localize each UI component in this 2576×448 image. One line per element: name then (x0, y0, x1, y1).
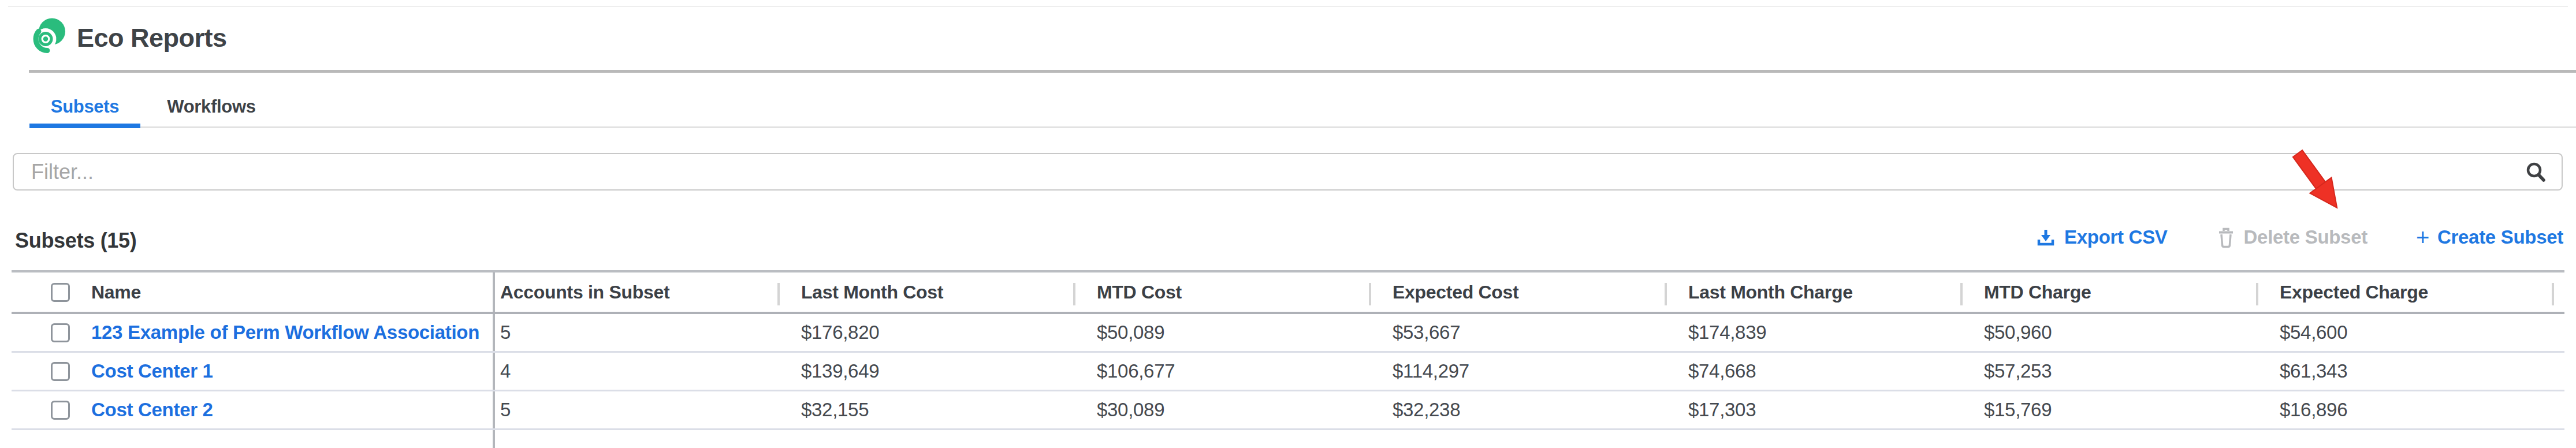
select-all-checkbox-cell (51, 272, 70, 312)
expected-charge-value: $61,343 (2280, 353, 2347, 390)
header-column-tick (1073, 283, 1075, 305)
mtd-charge-value: $15,769 (1984, 391, 2052, 428)
create-subset-button[interactable]: + Create Subset (2416, 226, 2563, 248)
subsets-count-heading: Subsets (15) (15, 229, 136, 253)
header-column-tick (1665, 283, 1667, 305)
filter-input[interactable] (31, 155, 2503, 188)
header-column-tick (1369, 283, 1371, 305)
export-csv-button[interactable]: Export CSV (2035, 226, 2168, 248)
last-month-cost-value: $139,649 (801, 353, 879, 390)
mtd-cost-value: $50,089 (1097, 314, 1164, 351)
expected-cost-value: $114,297 (1393, 353, 1469, 390)
column-header-mtd-charge[interactable]: MTD Charge (1984, 272, 2091, 312)
accounts-in-subset-value: 5 (500, 314, 511, 351)
table-row: 123 Example of Perm Workflow Association… (12, 314, 2564, 353)
accounts-in-subset-value: 4 (500, 353, 511, 390)
accounts-in-subset-value: 5 (500, 391, 511, 428)
row-checkbox[interactable] (51, 401, 70, 420)
expected-charge-value: $54,600 (2280, 314, 2347, 351)
row-checkbox-cell (51, 353, 70, 390)
page-title: Eco Reports (77, 23, 227, 53)
last-month-charge-value: $174,839 (1688, 314, 1766, 351)
download-icon (2035, 227, 2056, 248)
expected-cost-value: $32,238 (1393, 391, 1460, 428)
mtd-charge-value: $50,960 (1984, 314, 2052, 351)
column-header-last-month-cost[interactable]: Last Month Cost (801, 272, 943, 312)
header-column-tick (2552, 283, 2554, 305)
tab-workflows[interactable]: Workflows (140, 85, 282, 128)
tabbar-bottom-line (29, 126, 2576, 128)
header-column-tick (777, 283, 780, 305)
active-tab-underline (29, 124, 140, 128)
create-subset-label: Create Subset (2437, 226, 2563, 248)
table-actions: Export CSV Delete Subset + Create Subset (2035, 226, 2563, 248)
last-month-cost-value: $176,820 (801, 314, 879, 351)
table-header-row: Name Accounts in Subset Last Month Cost … (12, 270, 2564, 314)
plus-icon: + (2416, 228, 2429, 247)
tab-subsets[interactable]: Subsets (29, 85, 140, 128)
table-row: Cost Center 1 4 $139,649 $106,677 $114,2… (12, 353, 2564, 391)
row-checkbox[interactable] (51, 323, 70, 342)
subset-name-link[interactable]: Cost Center 1 (91, 353, 213, 390)
subset-name-link[interactable]: Cost Center 2 (91, 391, 213, 428)
row-checkbox[interactable] (51, 362, 70, 381)
mtd-charge-value: $57,253 (1984, 353, 2052, 390)
top-border-line (8, 6, 2568, 7)
column-header-expected-charge[interactable]: Expected Charge (2280, 272, 2428, 312)
subset-name-link[interactable]: 123 Example of Perm Workflow Association (91, 314, 479, 351)
last-month-charge-value: $17,303 (1688, 391, 1756, 428)
header-divider (29, 70, 2576, 73)
column-header-last-month-charge[interactable]: Last Month Charge (1688, 272, 1853, 312)
filter-container (13, 153, 2563, 191)
subsets-table: Name Accounts in Subset Last Month Cost … (12, 270, 2564, 448)
column-header-mtd-cost[interactable]: MTD Cost (1097, 272, 1182, 312)
export-csv-label: Export CSV (2064, 226, 2168, 248)
delete-subset-label: Delete Subset (2244, 226, 2367, 248)
expected-charge-value: $16,896 (2280, 391, 2347, 428)
row-checkbox-cell (51, 314, 70, 351)
trash-icon (2216, 227, 2236, 248)
header-column-tick (2256, 283, 2258, 305)
header-column-tick (1960, 283, 1963, 305)
last-month-cost-value: $32,155 (801, 391, 869, 428)
table-body: 123 Example of Perm Workflow Association… (12, 314, 2564, 430)
expected-cost-value: $53,667 (1393, 314, 1460, 351)
row-checkbox-cell (51, 391, 70, 428)
eco-reports-logo-icon (30, 17, 67, 56)
table-row: Cost Center 2 5 $32,155 $30,089 $32,238 … (12, 391, 2564, 430)
delete-subset-button[interactable]: Delete Subset (2216, 226, 2367, 248)
mtd-cost-value: $30,089 (1097, 391, 1164, 428)
column-header-expected-cost[interactable]: Expected Cost (1393, 272, 1518, 312)
column-header-name[interactable]: Name (91, 272, 141, 312)
last-month-charge-value: $74,668 (1688, 353, 1756, 390)
select-all-checkbox[interactable] (51, 283, 70, 302)
column-header-accounts-in-subset[interactable]: Accounts in Subset (500, 272, 669, 312)
search-icon[interactable] (2525, 161, 2548, 184)
mtd-cost-value: $106,677 (1097, 353, 1175, 390)
